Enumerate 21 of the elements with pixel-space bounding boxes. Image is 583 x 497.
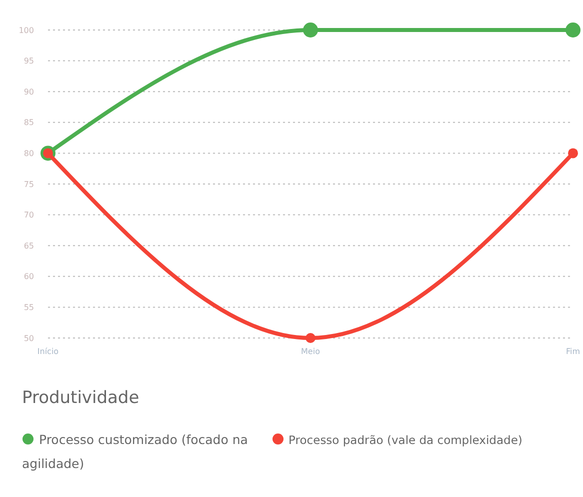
legend-title: Produtividade	[22, 388, 140, 408]
y-tick-label: 85	[24, 118, 34, 128]
legend-label: Processo customizado (focado na agilidade)	[22, 431, 249, 473]
y-tick-label: 100	[18, 26, 34, 35]
y-tick-label: 70	[24, 210, 34, 220]
y-tick-label: 80	[24, 149, 34, 158]
x-tick-label: Meio	[301, 347, 320, 356]
y-tick-label: 55	[24, 303, 34, 312]
y-tick-label: 75	[24, 180, 34, 189]
y-tick-label: 50	[24, 334, 34, 343]
x-tick-label: Fim	[566, 347, 580, 356]
y-tick-label: 95	[24, 56, 34, 66]
point	[566, 22, 580, 38]
y-tick-label: 60	[24, 272, 34, 282]
y-tick-label: 65	[24, 241, 34, 250]
x-tick-label: Início	[37, 347, 59, 356]
y-tick-label: 90	[24, 87, 34, 96]
point	[568, 148, 578, 158]
legend-label: Processo padrão (vale da complexidade)	[288, 432, 524, 449]
point	[306, 333, 316, 343]
point	[303, 22, 318, 38]
